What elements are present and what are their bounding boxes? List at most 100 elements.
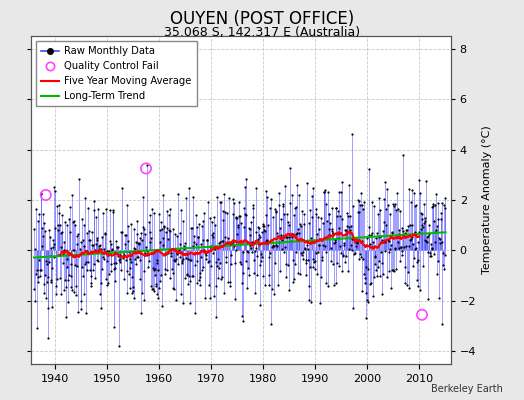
Point xyxy=(299,237,308,243)
Point xyxy=(162,208,171,214)
Point xyxy=(328,226,336,232)
Point xyxy=(309,255,317,262)
Point xyxy=(290,275,299,282)
Point xyxy=(224,235,233,241)
Point xyxy=(208,232,216,239)
Point xyxy=(308,214,316,220)
Point xyxy=(148,206,156,213)
Point xyxy=(73,233,82,240)
Point xyxy=(57,230,65,236)
Point xyxy=(115,252,124,259)
Point xyxy=(284,219,292,226)
Point xyxy=(92,241,101,247)
Point xyxy=(168,226,177,232)
Point xyxy=(144,251,152,257)
Point xyxy=(189,273,198,279)
Point xyxy=(185,185,193,192)
Point xyxy=(63,264,71,270)
Point xyxy=(148,265,157,271)
Point xyxy=(330,282,338,288)
Point xyxy=(151,266,159,273)
Point xyxy=(266,204,274,211)
Point xyxy=(89,267,97,273)
Point xyxy=(41,295,50,302)
Point xyxy=(104,280,112,287)
Point xyxy=(91,247,100,253)
Point xyxy=(373,273,381,279)
Point xyxy=(412,259,421,266)
Point xyxy=(121,232,129,238)
Point xyxy=(63,256,72,262)
Point xyxy=(332,205,341,211)
Point xyxy=(416,190,424,196)
Point xyxy=(168,246,177,253)
Point xyxy=(164,250,172,256)
Point xyxy=(268,214,277,220)
Point xyxy=(258,223,267,229)
Point xyxy=(263,237,271,243)
Point xyxy=(265,282,273,288)
Point xyxy=(51,290,60,297)
Point xyxy=(108,247,116,253)
Point xyxy=(204,258,213,264)
Point xyxy=(369,274,378,280)
Point xyxy=(422,238,431,244)
Point xyxy=(289,279,298,285)
Point xyxy=(228,196,237,202)
Point xyxy=(321,243,329,250)
Point xyxy=(146,212,155,218)
Point xyxy=(305,264,314,270)
Point xyxy=(278,246,286,252)
Point xyxy=(390,246,399,253)
Point xyxy=(161,228,170,235)
Point xyxy=(145,229,154,235)
Point xyxy=(291,230,300,237)
Point xyxy=(44,274,52,280)
Point xyxy=(56,275,64,282)
Point xyxy=(101,230,109,236)
Point xyxy=(46,279,54,285)
Point xyxy=(423,234,431,240)
Point xyxy=(191,310,199,316)
Point xyxy=(76,246,84,253)
Point xyxy=(413,276,421,283)
Point xyxy=(225,238,234,245)
Point xyxy=(407,236,415,242)
Point xyxy=(158,192,167,198)
Point xyxy=(413,283,422,289)
Point xyxy=(293,181,301,188)
Point xyxy=(31,271,40,278)
Point xyxy=(182,254,190,261)
Point xyxy=(145,258,154,264)
Point xyxy=(420,220,428,226)
Point xyxy=(435,294,443,301)
Point xyxy=(138,237,146,244)
Point xyxy=(430,202,439,208)
Point xyxy=(318,256,326,263)
Point xyxy=(178,260,186,266)
Point xyxy=(305,220,313,226)
Point xyxy=(122,257,130,263)
Point xyxy=(397,248,406,254)
Point xyxy=(49,254,58,260)
Point xyxy=(107,246,116,252)
Point xyxy=(359,206,367,212)
Point xyxy=(173,250,182,256)
Point xyxy=(300,210,308,217)
Point xyxy=(269,242,278,249)
Point xyxy=(197,241,205,247)
Point xyxy=(233,214,242,221)
Point xyxy=(385,238,393,244)
Point xyxy=(271,259,279,266)
Point xyxy=(125,248,134,255)
Point xyxy=(190,232,198,239)
Point xyxy=(250,256,258,263)
Point xyxy=(224,279,232,285)
Point xyxy=(60,239,69,245)
Point xyxy=(204,259,212,266)
Point xyxy=(117,228,125,235)
Point xyxy=(86,280,95,286)
Point xyxy=(186,256,194,263)
Point xyxy=(67,284,75,290)
Point xyxy=(244,265,252,272)
